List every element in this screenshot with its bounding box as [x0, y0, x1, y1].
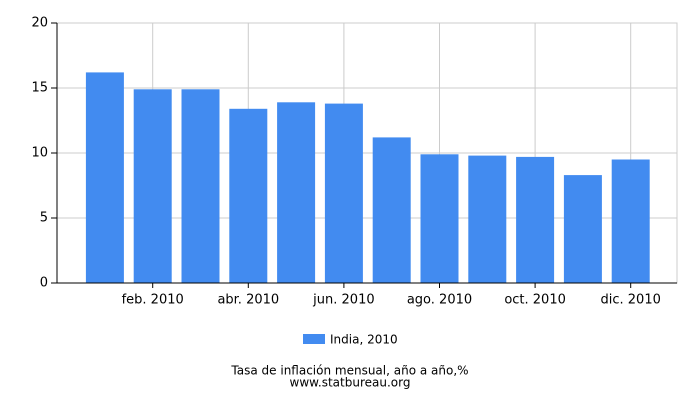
bar [516, 156, 555, 283]
x-tick-label: ago. 2010 [407, 293, 472, 308]
y-tick-label: 20 [31, 16, 48, 31]
x-tick-label: jun. 2010 [312, 293, 374, 308]
x-tick-label: dic. 2010 [601, 293, 661, 308]
x-tick-label: abr. 2010 [217, 293, 279, 308]
bar [611, 159, 650, 283]
bar [85, 72, 124, 284]
chart-title: Tasa de inflación mensual, año a año,% [230, 364, 468, 378]
x-tick-label: oct. 2010 [504, 293, 566, 308]
legend-label: India, 2010 [330, 333, 398, 347]
y-tick-label: 5 [40, 211, 48, 226]
bar [372, 137, 411, 283]
bar [133, 89, 172, 283]
x-tick-label: feb. 2010 [122, 293, 184, 308]
y-tick-label: 0 [40, 276, 48, 291]
bar [324, 103, 363, 283]
bar [181, 89, 220, 283]
bar [563, 175, 602, 283]
bar [229, 108, 268, 283]
y-tick-label: 10 [31, 146, 48, 161]
bar [420, 154, 459, 283]
legend-swatch [303, 334, 325, 344]
source: www.statbureau.org [290, 376, 411, 390]
bar [277, 102, 316, 283]
bar [468, 155, 507, 283]
y-tick-label: 15 [31, 81, 48, 96]
